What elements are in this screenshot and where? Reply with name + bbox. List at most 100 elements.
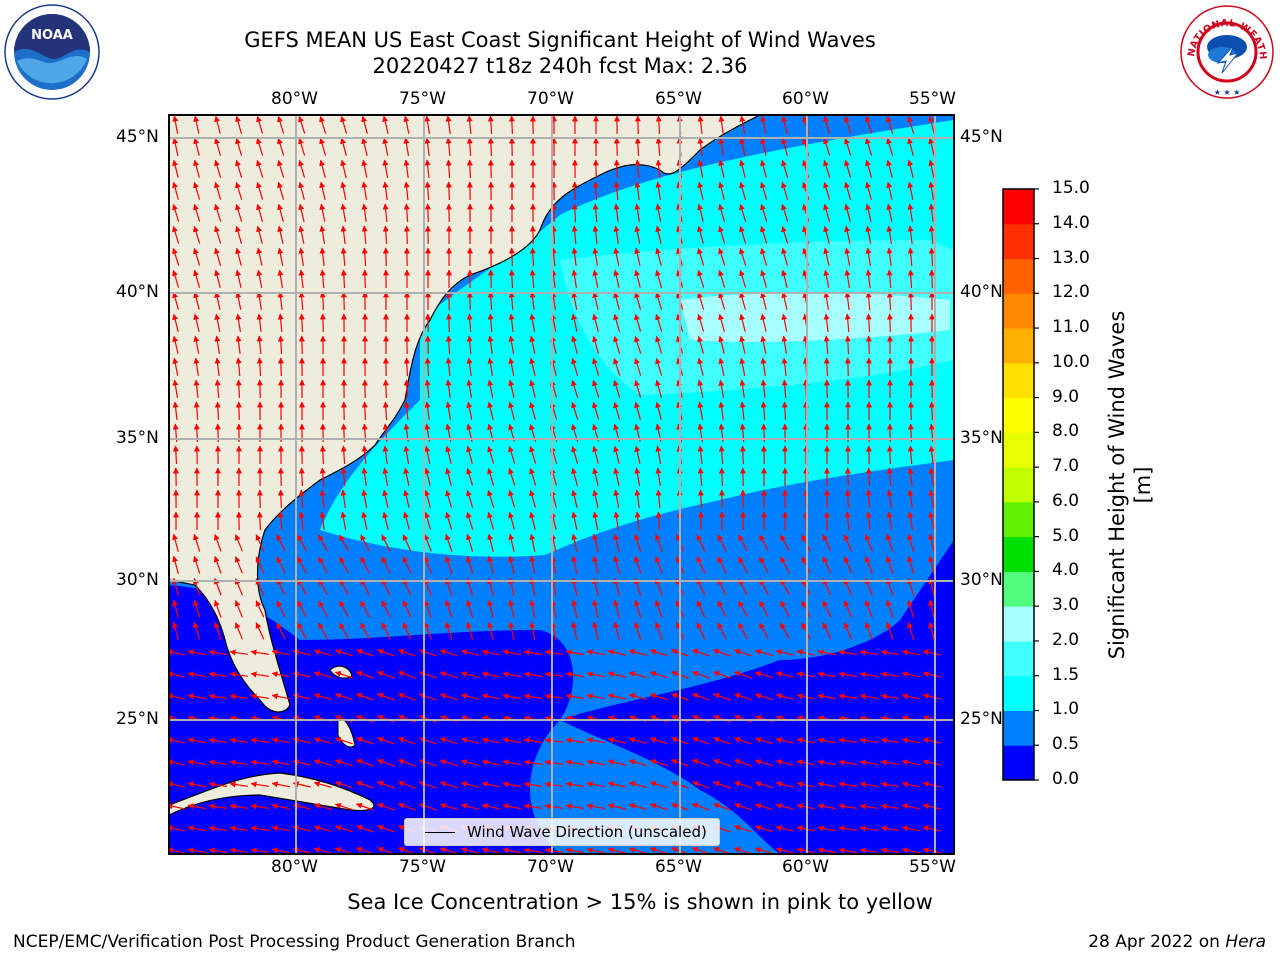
wind-arrow: [607, 781, 626, 788]
colorbar-tick-label: 7.0: [1052, 456, 1080, 477]
wind-arrow: [886, 555, 894, 574]
wind-arrow: [844, 115, 852, 134]
lat-label-left-45n: 45°N: [116, 127, 159, 147]
wind-arrow: [844, 181, 852, 200]
wind-arrow: [313, 649, 332, 656]
wind-arrow: [334, 737, 353, 745]
wind-arrow: [817, 671, 837, 678]
wind-arrow: [277, 489, 284, 509]
wind-arrow: [613, 401, 621, 420]
wind-arrow: [922, 693, 941, 700]
wind-arrow: [466, 445, 473, 464]
wind-arrow: [607, 737, 626, 744]
wind-arrow: [592, 335, 600, 354]
wind-arrow: [318, 534, 328, 552]
wind-arrow: [402, 622, 412, 640]
wind-arrow: [865, 225, 872, 244]
colorbar-segment: [1003, 432, 1034, 468]
wind-arrow: [193, 291, 200, 310]
wind-arrow: [571, 181, 578, 201]
wind-arrow: [318, 622, 328, 640]
wind-arrow: [922, 737, 941, 744]
wind-arrow: [864, 534, 873, 552]
wind-arrow: [865, 313, 872, 333]
wind-arrow: [424, 115, 431, 134]
wind-arrow: [529, 511, 536, 530]
wind-arrow: [271, 693, 290, 700]
wind-arrow: [466, 489, 474, 508]
wind-arrow: [319, 225, 326, 244]
wind-arrow: [529, 313, 536, 332]
wind-arrow: [592, 247, 599, 266]
wind-arrow: [460, 737, 479, 744]
wind-arrow: [271, 671, 290, 678]
wind-arrow: [565, 781, 584, 788]
colorbar-tick-label: 12.0: [1052, 282, 1090, 303]
wind-arrow: [565, 847, 584, 854]
wind-arrow: [172, 313, 179, 332]
wind-arrow: [886, 291, 893, 311]
wind-arrow: [502, 737, 522, 744]
wind-arrow: [481, 847, 500, 854]
wind-arrow: [655, 357, 663, 376]
wind-arrow: [403, 445, 410, 464]
wind-arrow: [297, 534, 307, 552]
wind-arrow: [544, 781, 563, 788]
wind-arrow: [235, 247, 242, 266]
wind-arrow: [214, 203, 222, 222]
wind-arrow: [313, 671, 332, 678]
wind-arrow: [592, 489, 599, 508]
wind-arrow: [838, 671, 857, 678]
wind-arrow: [859, 693, 878, 700]
wind-arrow: [739, 247, 747, 266]
lat-label-right-30n: 30°N: [960, 570, 1003, 590]
wind-arrow: [697, 379, 704, 398]
wind-arrow: [298, 511, 305, 530]
wind-arrow: [696, 534, 706, 552]
wind-arrow: [439, 693, 458, 701]
wind-arrow: [634, 291, 642, 310]
wind-arrow: [445, 181, 452, 201]
wind-arrow: [172, 203, 180, 222]
wind-arrow: [298, 335, 305, 355]
wind-arrow: [319, 137, 327, 156]
wind-arrow: [382, 203, 389, 223]
wind-arrow: [712, 736, 731, 745]
wind-arrow: [172, 269, 180, 288]
wind-arrow: [592, 401, 600, 420]
wind-arrow: [235, 181, 243, 200]
wind-arrow: [607, 649, 626, 656]
wind-arrow: [613, 159, 620, 179]
wind-arrow: [502, 759, 522, 766]
wind-arrow: [529, 445, 537, 464]
wind-arrow: [696, 622, 706, 640]
wind-arrow: [901, 649, 920, 656]
wind-arrow: [886, 511, 893, 530]
wind-arrow: [838, 759, 857, 766]
wind-arrow: [843, 600, 853, 618]
wind-arrow: [592, 203, 599, 223]
wind-arrow: [859, 649, 878, 656]
wind-arrow: [697, 445, 704, 464]
wind-arrow: [859, 671, 878, 678]
wind-arrow: [901, 693, 920, 700]
wind-arrow: [712, 648, 731, 657]
wind-arrow: [634, 401, 641, 420]
wind-arrow: [277, 313, 284, 333]
wind-arrow: [754, 803, 773, 811]
wind-arrow: [439, 847, 458, 854]
wind-arrow: [928, 137, 935, 156]
wind-arrow: [487, 489, 495, 508]
wind-arrow: [460, 847, 479, 854]
wind-arrow: [208, 803, 227, 810]
wind-arrow: [523, 693, 542, 700]
wind-arrow: [214, 313, 221, 332]
wind-arrow: [613, 247, 620, 266]
wind-arrow: [187, 671, 207, 678]
wind-arrow: [613, 313, 621, 332]
wind-arrow: [886, 599, 894, 618]
wind-arrow: [613, 555, 620, 574]
wind-arrow: [634, 533, 642, 552]
national-weather-service-logo-icon: NATIONAL WEATHER SERVICE ★ ★ ★: [1174, 0, 1276, 105]
wind-arrow: [403, 137, 410, 156]
